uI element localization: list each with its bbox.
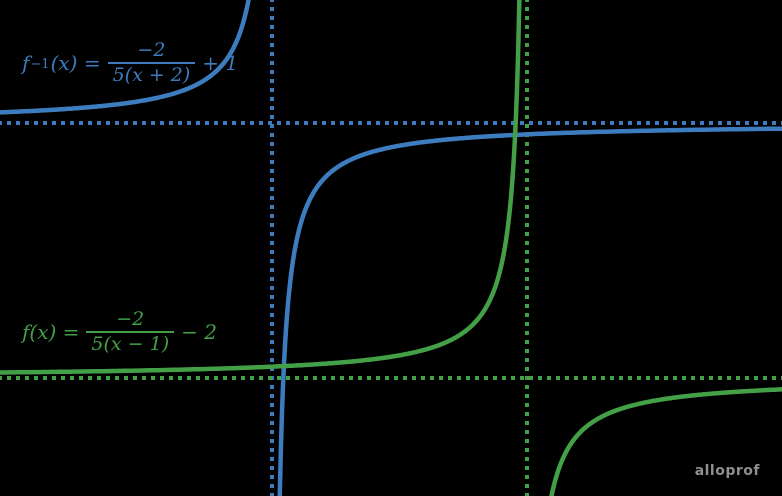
fraction-denominator: 5(x + 2) <box>107 61 196 87</box>
formula-f-inverse: f −1 (x) = −2 5(x + 2) + 1 <box>22 39 239 87</box>
fraction: −2 5(x + 2) <box>107 39 196 87</box>
fraction-numerator: −2 <box>116 308 145 330</box>
formula-f-lhs: f (x) = <box>22 320 80 345</box>
formula-f-inverse-lhs: f −1 (x) = <box>22 51 101 76</box>
formula-f-tail: − 2 <box>181 320 217 345</box>
fraction: −2 5(x − 1) <box>86 308 175 356</box>
alloprof-watermark: alloprof <box>694 463 760 479</box>
fraction-numerator: −2 <box>137 39 166 61</box>
formula-f-inverse-tail: + 1 <box>202 51 239 76</box>
fraction-denominator: 5(x − 1) <box>86 330 175 356</box>
exponent-minus-one: −1 <box>30 57 50 73</box>
formula-f: f (x) = −2 5(x − 1) − 2 <box>22 308 217 356</box>
